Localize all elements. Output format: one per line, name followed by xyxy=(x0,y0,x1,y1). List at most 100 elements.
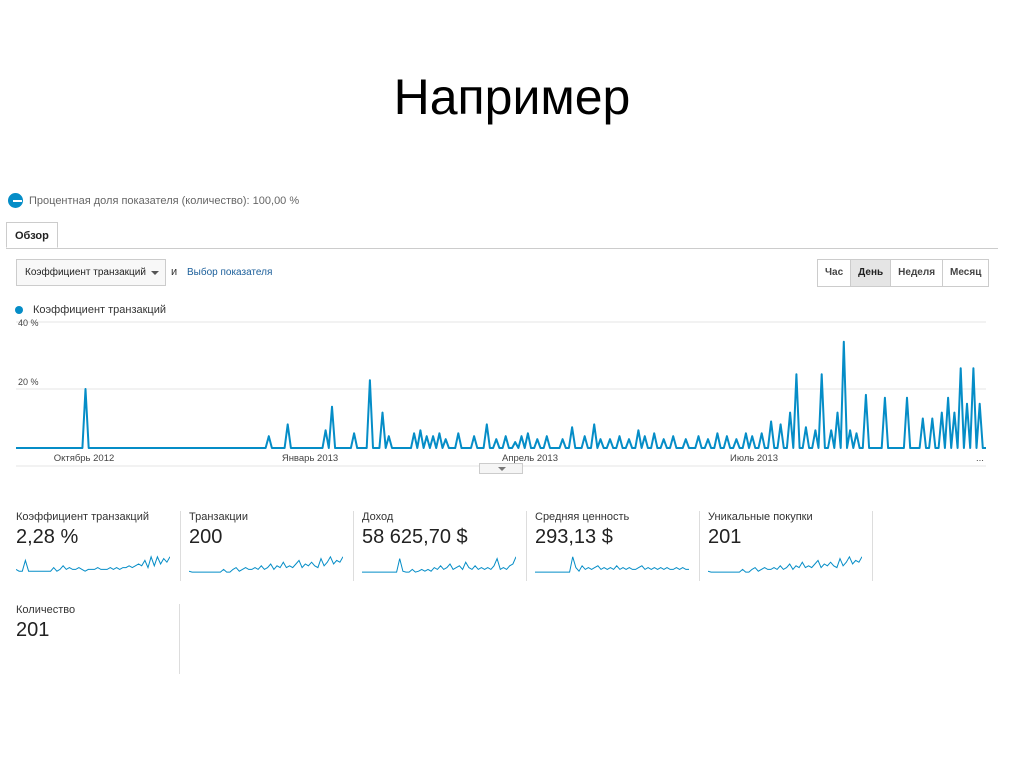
data-point xyxy=(789,411,791,414)
scorecard-tile[interactable]: Уникальные покупки 201 xyxy=(708,511,873,581)
data-point xyxy=(931,417,934,420)
data-point xyxy=(855,432,858,435)
data-point xyxy=(514,441,517,443)
sparkline xyxy=(535,556,689,573)
data-point xyxy=(527,432,529,435)
x-tick-label: Октябрь 2012 xyxy=(54,453,115,464)
line-chart[interactable]: 40 % 20 % Октябрь 2012 Январь 2013 Апрель 20… xyxy=(12,318,990,468)
data-point xyxy=(770,420,772,423)
x-tick-label: Апрель 2013 xyxy=(502,453,558,464)
data-point xyxy=(795,373,798,376)
data-point xyxy=(735,438,738,440)
metric-select[interactable]: Коэффициент транзакций xyxy=(16,259,166,286)
data-point xyxy=(716,432,719,435)
data-point xyxy=(953,411,956,414)
data-point xyxy=(425,435,428,437)
granularity-month-button[interactable]: Месяц xyxy=(943,260,989,286)
data-point xyxy=(432,435,434,437)
x-tick-label: Январь 2013 xyxy=(282,453,338,464)
data-point xyxy=(419,429,422,432)
scorecard-value: 201 xyxy=(16,619,50,641)
data-point xyxy=(438,432,441,435)
data-point xyxy=(884,397,886,399)
scorecard-label: Уникальные покупки xyxy=(708,511,813,523)
chevron-down-icon xyxy=(151,271,159,275)
segment-indicator: Процентная доля показателя (количество):… xyxy=(8,193,299,208)
data-point xyxy=(662,438,665,440)
data-point xyxy=(353,432,355,435)
data-point xyxy=(593,423,596,426)
data-point xyxy=(779,423,782,426)
data-point xyxy=(583,435,586,437)
scorecard-label: Средняя ценность xyxy=(535,511,630,523)
data-point xyxy=(413,432,415,435)
scorecard-tile[interactable]: Транзакции 200 xyxy=(189,511,354,581)
data-point xyxy=(618,435,621,437)
data-point xyxy=(599,438,602,440)
scorecard-value: 2,28 % xyxy=(16,526,79,548)
data-point xyxy=(820,373,823,376)
scorecard-tile[interactable]: Средняя ценность 293,13 $ xyxy=(535,511,700,581)
scorecard-value: 201 xyxy=(708,526,742,548)
x-tick-label: Июль 2013 xyxy=(730,453,778,464)
data-point xyxy=(473,435,475,437)
scorecard-value: 58 625,70 $ xyxy=(362,526,468,548)
scorecard-tile[interactable]: Коэффициент транзакций 2,28 % xyxy=(16,511,181,581)
data-point xyxy=(697,435,700,437)
data-point xyxy=(485,423,488,426)
tab-bar: Обзор xyxy=(6,222,998,249)
data-point xyxy=(959,367,962,370)
sparkline xyxy=(708,555,862,573)
scorecard-tile[interactable]: Количество 201 xyxy=(16,604,180,674)
scorecard-tile[interactable]: Доход 58 625,70 $ xyxy=(362,511,527,581)
sparkline-series xyxy=(189,555,343,573)
slide-title: Например xyxy=(393,69,631,125)
data-point xyxy=(609,438,611,440)
data-point xyxy=(653,432,656,435)
data-point xyxy=(84,388,87,390)
granularity-hour-button[interactable]: Час xyxy=(818,260,852,286)
data-point xyxy=(457,432,460,435)
data-point xyxy=(331,405,333,408)
sparkline xyxy=(362,556,516,573)
data-point xyxy=(324,429,327,432)
data-point xyxy=(561,438,564,440)
series-dot-icon xyxy=(15,306,23,314)
granularity-day-button[interactable]: День xyxy=(851,260,892,286)
data-point xyxy=(444,438,447,440)
y-tick-label: 40 % xyxy=(18,318,39,328)
data-point xyxy=(672,435,674,437)
series-line xyxy=(16,340,986,449)
data-point xyxy=(707,438,709,440)
sparkline-series xyxy=(362,556,516,573)
data-point xyxy=(940,411,943,414)
data-point xyxy=(922,417,924,420)
data-point xyxy=(536,438,539,440)
data-point xyxy=(267,435,270,437)
scorecard-value: 293,13 $ xyxy=(535,526,613,548)
x-tick-label: ... xyxy=(976,453,984,464)
scorecard-label: Доход xyxy=(362,511,394,523)
sparkline-series xyxy=(16,555,170,572)
data-point xyxy=(978,402,981,405)
data-point xyxy=(805,426,807,429)
data-point xyxy=(388,435,390,437)
chart-expand-handle[interactable] xyxy=(479,463,523,474)
sparkline-series xyxy=(708,555,862,573)
data-point xyxy=(495,438,498,440)
tab-overview[interactable]: Обзор xyxy=(6,222,58,248)
data-point xyxy=(849,429,851,432)
data-point xyxy=(836,411,839,414)
sparkline xyxy=(189,555,343,573)
data-point xyxy=(830,429,832,432)
data-point xyxy=(685,438,687,440)
scorecard-label: Количество xyxy=(16,604,76,616)
data-point xyxy=(381,411,384,414)
granularity-week-button[interactable]: Неделя xyxy=(891,260,944,286)
choose-metric-link[interactable]: Выбор показателя xyxy=(187,267,273,278)
segment-pie-icon xyxy=(8,193,23,208)
data-point xyxy=(286,423,289,426)
data-point xyxy=(369,379,371,381)
data-point xyxy=(906,397,908,399)
data-point xyxy=(865,394,867,396)
